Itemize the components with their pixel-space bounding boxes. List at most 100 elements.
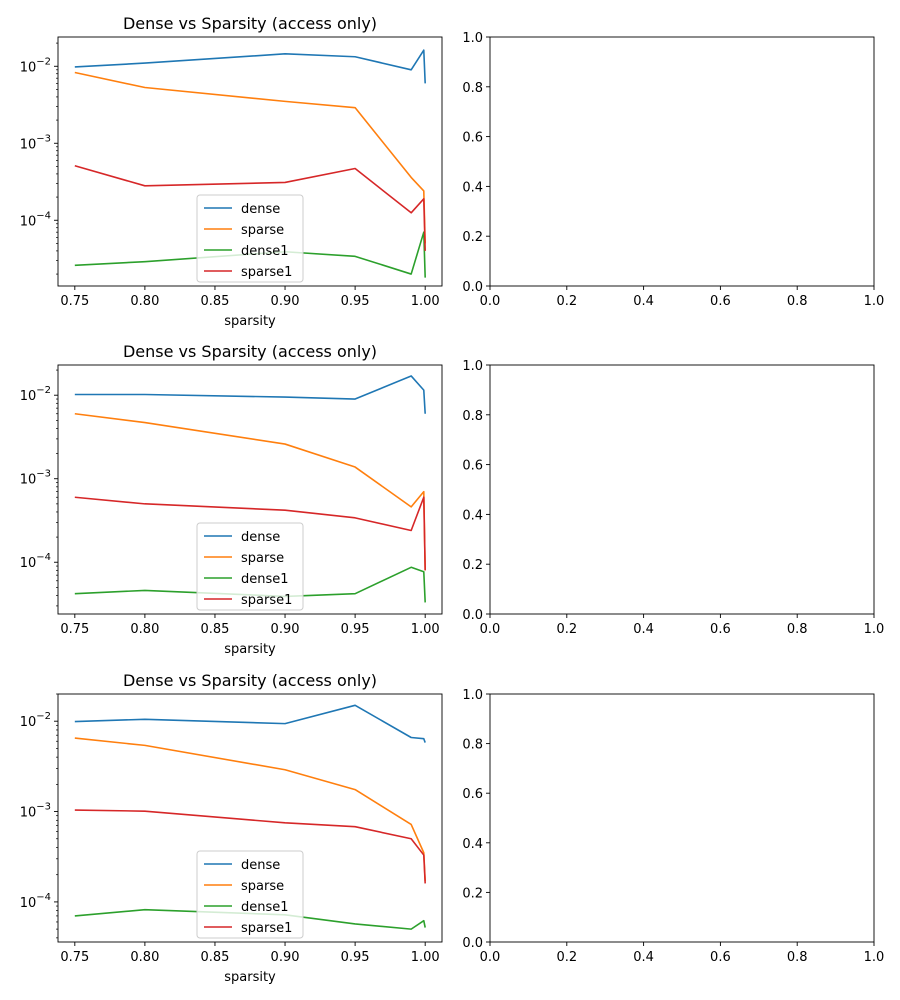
- empty-axes-2: 0.0 0.2 0.4 0.6 0.8 1.0 0.0 0.2 0.4 0.6 0.8 1.0: [462, 359, 884, 637]
- axes-frame: [57, 36, 443, 287]
- x-axis-label: sparsity: [224, 314, 276, 329]
- x-tick-label: 0.95: [341, 950, 370, 965]
- series-line-dense1: [74, 231, 426, 278]
- legend: dense sparse dense1 sparse1: [196, 850, 304, 939]
- x-tick-label: 0.8: [787, 294, 808, 309]
- legend-label-sparse1: sparse1: [241, 593, 292, 608]
- series-line-sparse: [74, 412, 426, 571]
- series-line-dense: [74, 49, 426, 84]
- y-tick-label: 0.6: [462, 459, 483, 474]
- legend-label-sparse: sparse: [241, 223, 284, 238]
- x-tick-label: 0.80: [130, 622, 159, 637]
- line-chart-2: 0.75 0.80 0.85 0.90 0.95 1.00 10−2 10−3 10−4 Dens…: [20, 342, 443, 657]
- chart-title: Dense vs Sparsity (access only): [123, 14, 377, 33]
- x-tick-label: 0.4: [633, 294, 654, 309]
- x-tick-label: 1.00: [411, 950, 440, 965]
- x-tick-label: 0.75: [60, 622, 89, 637]
- x-tick-label: 1.0: [864, 950, 885, 965]
- x-tick-label: 1.00: [411, 622, 440, 637]
- y-tick-label: 0.8: [462, 81, 483, 96]
- x-tick-label: 0.85: [200, 622, 229, 637]
- y-tick-label: 1.0: [462, 31, 483, 46]
- y-tick-label: 1.0: [462, 359, 483, 374]
- x-tick-label: 0.75: [60, 950, 89, 965]
- y-tick-label: 10−2: [20, 385, 51, 404]
- y-tick-label: 0.2: [462, 230, 483, 245]
- axes-frame: [489, 36, 875, 287]
- legend-box: [196, 850, 304, 939]
- y-tick-label: 10−2: [20, 711, 51, 730]
- series-line-dense: [74, 704, 426, 743]
- chart-title: Dense vs Sparsity (access only): [123, 342, 377, 361]
- y-tick-label: 0.8: [462, 409, 483, 424]
- series-line-sparse1: [74, 496, 426, 571]
- x-tick-label: 0.0: [480, 294, 501, 309]
- x-tick-label: 0.0: [480, 950, 501, 965]
- x-tick-label: 0.2: [556, 622, 577, 637]
- y-tick-label: 10−4: [20, 892, 51, 911]
- y-tick-label: 0.2: [462, 558, 483, 573]
- y-tick-label: 0.6: [462, 131, 483, 146]
- y-tick-label: 10−3: [20, 133, 51, 152]
- y-tick-label: 0.4: [462, 508, 483, 523]
- axes-frame: [489, 364, 875, 615]
- y-tick-label: 10−4: [20, 210, 51, 229]
- legend-label-sparse1: sparse1: [241, 265, 292, 280]
- series-line-dense: [74, 375, 426, 414]
- x-tick-label: 0.0: [480, 622, 501, 637]
- series-line-sparse: [74, 71, 426, 244]
- x-tick-label: 0.8: [787, 622, 808, 637]
- x-tick-label: 0.85: [200, 294, 229, 309]
- x-axis-label: sparsity: [224, 642, 276, 657]
- legend-label-dense1: dense1: [241, 572, 289, 587]
- x-tick-label: 0.85: [200, 950, 229, 965]
- legend-label-dense1: dense1: [241, 244, 289, 259]
- legend: dense sparse dense1 sparse1: [196, 194, 304, 283]
- empty-axes-1: 0.0 0.2 0.4 0.6 0.8 1.0 0.0 0.2 0.4 0.6 0.8 1.0: [462, 31, 884, 309]
- y-tick-label: 0.0: [462, 280, 483, 295]
- y-tick-label: 1.0: [462, 688, 483, 703]
- y-tick-label: 10−2: [20, 56, 51, 75]
- axes-frame: [57, 364, 443, 615]
- x-tick-label: 0.95: [341, 294, 370, 309]
- axes-frame: [489, 693, 875, 943]
- x-tick-label: 0.8: [787, 950, 808, 965]
- legend-box: [196, 194, 304, 283]
- y-tick-label: 0.6: [462, 787, 483, 802]
- line-chart-3: 0.75 0.80 0.85 0.90 0.95 1.00 10−2 10−3 10−4 Dens…: [20, 671, 443, 985]
- empty-axes-3: 0.0 0.2 0.4 0.6 0.8 1.0 0.0 0.2 0.4 0.6 0.8 1.0: [462, 688, 884, 965]
- y-tick-label: 0.2: [462, 886, 483, 901]
- series-line-dense1: [74, 566, 426, 603]
- legend-label-sparse: sparse: [241, 551, 284, 566]
- x-tick-label: 0.90: [271, 622, 300, 637]
- x-tick-label: 0.2: [556, 294, 577, 309]
- line-chart-1: 0.75 0.80 0.85 0.90 0.95 1.00 10−2 10−3 10−4 Dens…: [20, 14, 443, 329]
- legend: dense sparse dense1 sparse1: [196, 522, 304, 611]
- x-tick-label: 0.2: [556, 950, 577, 965]
- x-tick-label: 0.4: [633, 950, 654, 965]
- x-tick-label: 0.90: [271, 294, 300, 309]
- y-tick-label: 0.0: [462, 608, 483, 623]
- y-tick-label: 0.4: [462, 180, 483, 195]
- series-line-sparse1: [74, 165, 426, 251]
- axes-frame: [57, 693, 443, 943]
- legend-label-dense1: dense1: [241, 900, 289, 915]
- y-tick-label: 0.4: [462, 837, 483, 852]
- y-tick-label: 0.0: [462, 936, 483, 951]
- x-tick-label: 0.80: [130, 950, 159, 965]
- y-tick-label: 10−4: [20, 552, 51, 571]
- x-tick-label: 0.6: [710, 622, 731, 637]
- y-tick-label: 0.8: [462, 738, 483, 753]
- legend-label-dense: dense: [241, 530, 280, 545]
- x-tick-label: 0.6: [710, 950, 731, 965]
- y-tick-label: 10−3: [20, 469, 51, 488]
- legend-label-sparse1: sparse1: [241, 921, 292, 936]
- series-line-sparse1: [74, 809, 426, 884]
- series-line-sparse: [74, 737, 426, 882]
- x-tick-label: 1.0: [864, 622, 885, 637]
- legend-label-dense: dense: [241, 858, 280, 873]
- x-tick-label: 1.00: [411, 294, 440, 309]
- legend-label-sparse: sparse: [241, 879, 284, 894]
- x-tick-label: 1.0: [864, 294, 885, 309]
